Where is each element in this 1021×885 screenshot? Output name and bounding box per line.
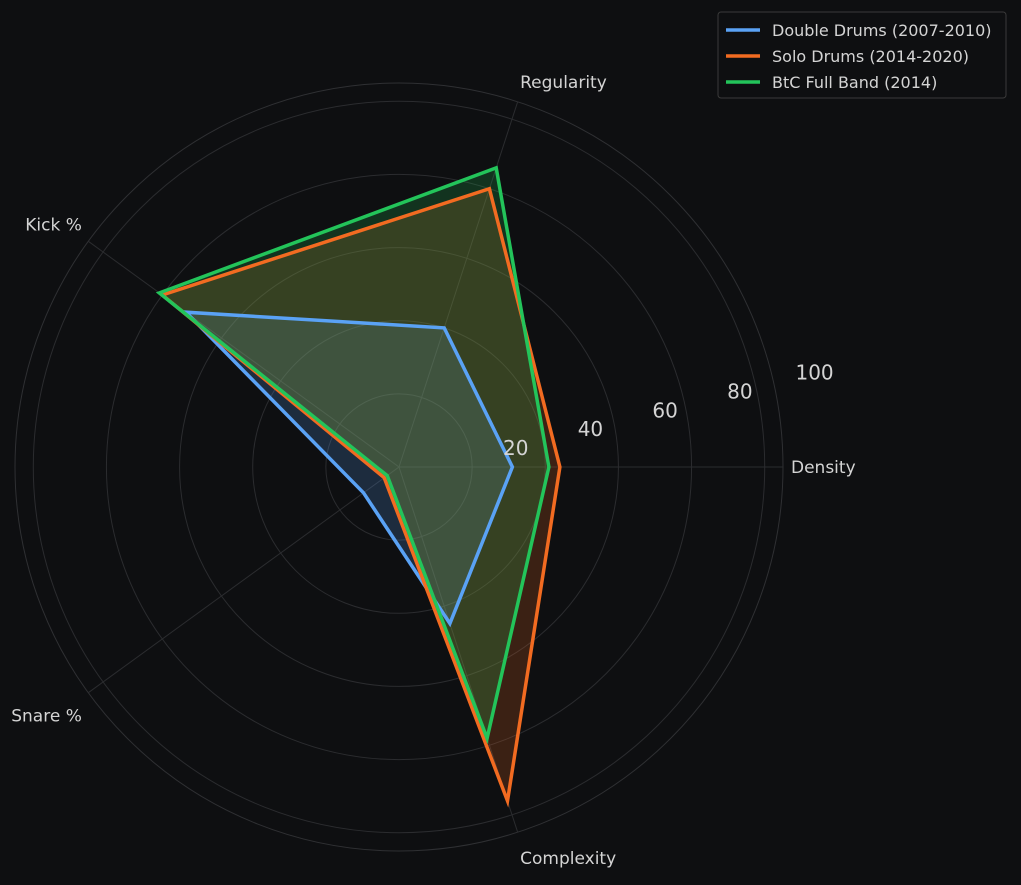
series-line-0 (181, 310, 515, 628)
axis-label-snare: Snare % (11, 706, 82, 726)
axis-label-density: Density (791, 458, 856, 478)
spoke-2 (88, 240, 400, 468)
series-fill-1 (162, 188, 560, 801)
series-fill-2 (159, 167, 549, 739)
legend-label-1: Solo Drums (2014-2020) (772, 47, 969, 66)
axis-label-kick: Kick % (25, 216, 82, 236)
legend-label-0: Double Drums (2007-2010) (772, 21, 992, 40)
spoke-3 (88, 466, 400, 694)
tick-label-60: 60 (652, 398, 677, 422)
tick-label-100: 100 (795, 360, 833, 384)
legend-box (717, 11, 1007, 99)
radial-tick-labels: 20 40 60 80 100 (503, 360, 834, 460)
axis-label-regularity: Regularity (520, 73, 607, 93)
axis-label-complexity: Complexity (520, 849, 616, 869)
series-layer (155, 165, 562, 808)
legend-items: Double Drums (2007-2010) Solo Drums (2014… (726, 21, 992, 92)
tick-label-20: 20 (503, 436, 528, 460)
spoke-1 (398, 101, 519, 468)
legend: Double Drums (2007-2010) Solo Drums (2014… (717, 11, 1007, 99)
tick-label-80: 80 (727, 379, 752, 403)
axis-labels: Density Regularity Kick % Snare % Complexity (11, 73, 855, 869)
tick-label-40: 40 (578, 417, 603, 441)
series-fill-0 (186, 312, 513, 624)
series-line-2 (155, 165, 551, 745)
legend-label-2: BtC Full Band (2014) (772, 73, 937, 92)
